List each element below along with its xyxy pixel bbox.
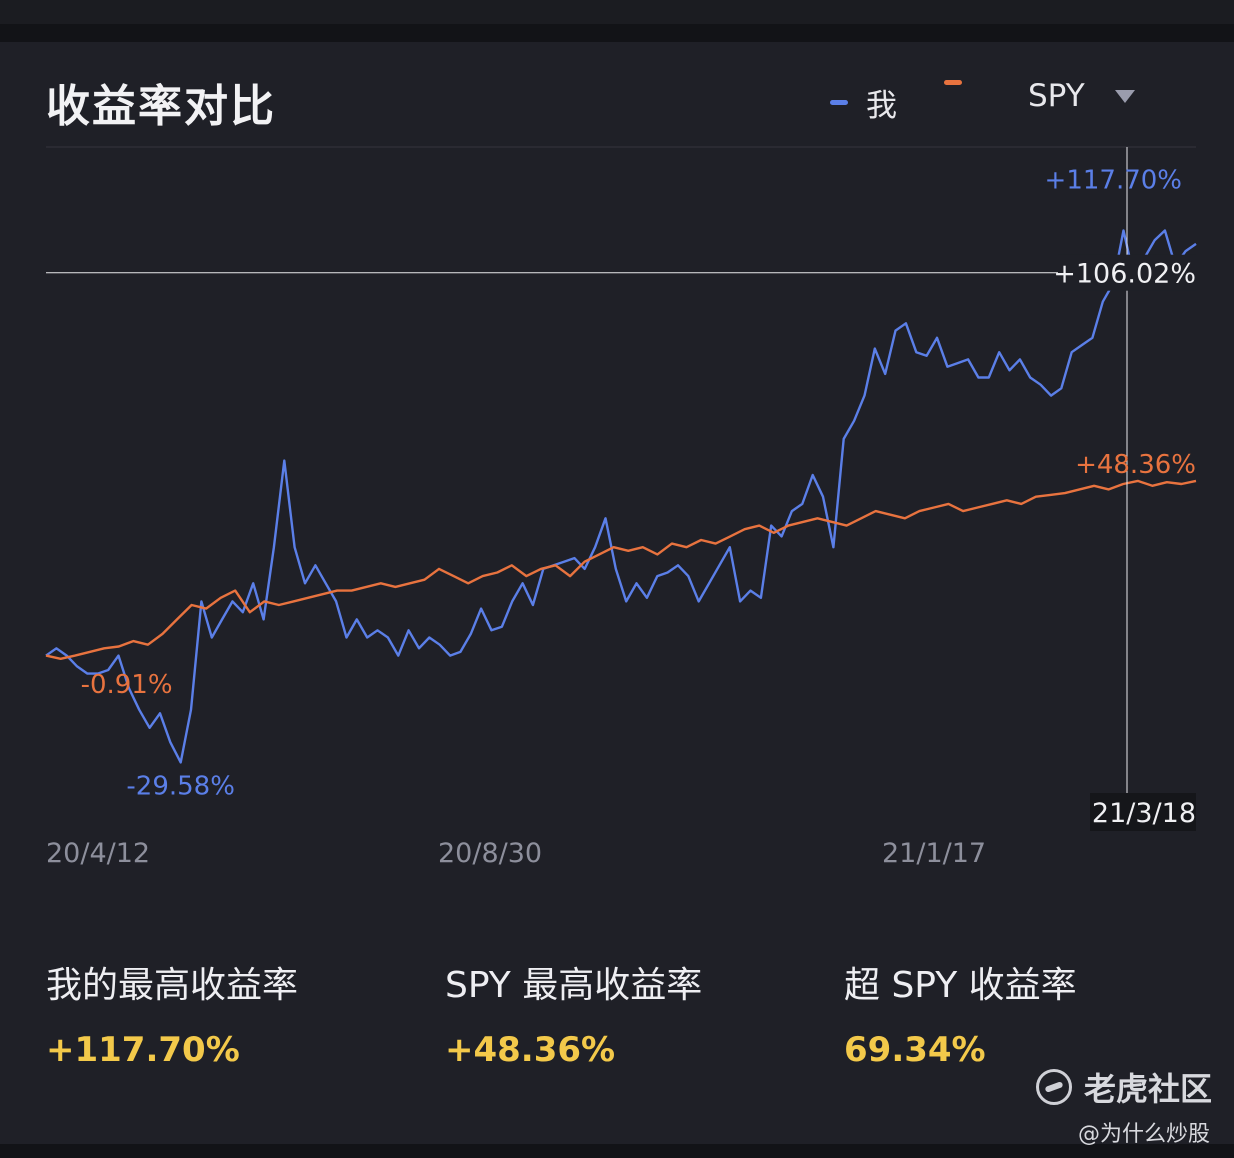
crosshair-layer: +106.02% 21/3/18 — [46, 147, 1196, 831]
watermark-brand: 老虎社区 — [1084, 1070, 1213, 1108]
legend-item-me: 我 — [830, 80, 897, 125]
legend-item-benchmark — [944, 80, 962, 85]
stat-excess: 超 SPY 收益率 69.34% — [844, 956, 1077, 1070]
tiger-logo-icon — [1036, 1069, 1072, 1105]
crosshair-value-box — [1058, 254, 1196, 291]
stat-value: +117.70% — [46, 1030, 240, 1070]
tick-layer: 20/4/12 20/8/30 21/1/17 — [46, 838, 986, 869]
annotation-blue-min: -29.58% — [126, 771, 235, 801]
x-tick-label: 20/8/30 — [438, 838, 542, 869]
benchmark-dropdown-label: SPY — [1028, 78, 1085, 114]
chart-card — [0, 42, 1234, 1144]
chevron-down-icon[interactable] — [1114, 89, 1135, 103]
crosshair-date-label: 21/3/18 — [1092, 798, 1196, 829]
series-line-1 — [45, 479, 1197, 660]
top-divider-band — [0, 24, 1234, 42]
legend-label-me: 我 — [866, 88, 897, 124]
legend-swatch-me — [830, 100, 848, 105]
x-tick-label: 21/1/17 — [882, 838, 986, 869]
series-line-0 — [45, 229, 1197, 764]
benchmark-dropdown[interactable]: SPY — [1028, 78, 1135, 114]
stat-value: +48.36% — [445, 1030, 616, 1070]
legend-swatch-benchmark — [944, 80, 962, 85]
page-title: 收益率对比 — [46, 81, 276, 132]
crosshair-value-label: +106.02% — [1053, 259, 1196, 290]
stat-spy-max: SPY 最高收益率 +48.36% — [445, 956, 702, 1070]
stat-value: 69.34% — [844, 1030, 986, 1070]
annotation-blue-max: +117.70% — [1045, 166, 1182, 196]
watermark: 老虎社区 — [1036, 1064, 1212, 1110]
status-bar-strip — [0, 0, 1234, 24]
stat-my-max: 我的最高收益率 +117.70% — [46, 956, 298, 1070]
crosshair-date-box — [1090, 793, 1196, 831]
series-layer — [45, 229, 1197, 764]
bottom-divider-band — [0, 1144, 1234, 1158]
watermark-handle: @为什么炒股 — [1078, 1122, 1211, 1147]
chart-area: +106.02% 21/3/18 20/4/12 20/8/30 21/1/17 +1… — [45, 146, 1197, 869]
annotation-orange-min: -0.91% — [81, 670, 173, 700]
x-tick-label: 20/4/12 — [46, 838, 150, 869]
stat-label: 超 SPY 收益率 — [844, 965, 1077, 1006]
annotation-orange-max: +48.36% — [1075, 450, 1196, 480]
annotation-layer: +117.70% -29.58% -0.91% +48.36% — [81, 166, 1196, 802]
stat-label: SPY 最高收益率 — [445, 965, 703, 1006]
stat-label: 我的最高收益率 — [46, 965, 299, 1006]
